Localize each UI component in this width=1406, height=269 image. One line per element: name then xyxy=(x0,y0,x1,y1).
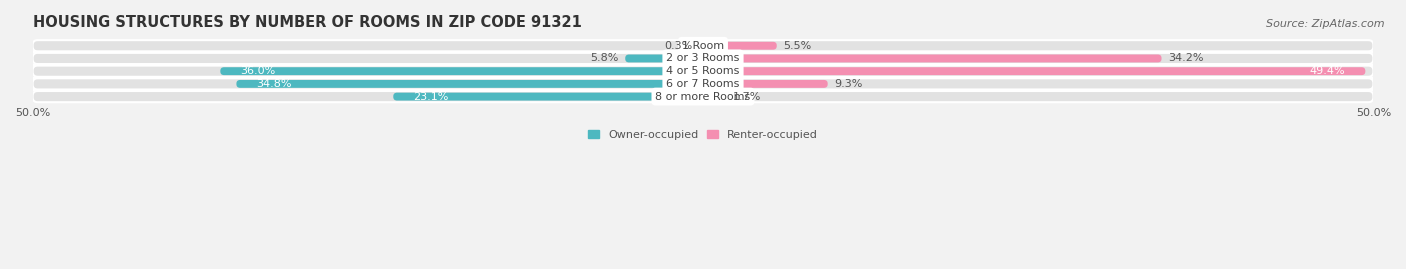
Text: Source: ZipAtlas.com: Source: ZipAtlas.com xyxy=(1267,19,1385,29)
FancyBboxPatch shape xyxy=(32,66,1374,77)
FancyBboxPatch shape xyxy=(703,42,776,50)
Text: 23.1%: 23.1% xyxy=(413,92,449,102)
FancyBboxPatch shape xyxy=(394,93,703,101)
FancyBboxPatch shape xyxy=(32,78,1374,90)
Text: 8 or more Rooms: 8 or more Rooms xyxy=(655,92,751,102)
Text: 5.5%: 5.5% xyxy=(783,41,811,51)
Text: 9.3%: 9.3% xyxy=(834,79,863,89)
Text: 0.3%: 0.3% xyxy=(664,41,692,51)
Text: 2 or 3 Rooms: 2 or 3 Rooms xyxy=(666,54,740,63)
Text: 5.8%: 5.8% xyxy=(591,54,619,63)
Text: 34.2%: 34.2% xyxy=(1168,54,1204,63)
Text: 1 Room: 1 Room xyxy=(682,41,724,51)
FancyBboxPatch shape xyxy=(626,55,703,62)
FancyBboxPatch shape xyxy=(703,93,725,101)
FancyBboxPatch shape xyxy=(699,42,703,50)
Legend: Owner-occupied, Renter-occupied: Owner-occupied, Renter-occupied xyxy=(588,130,818,140)
FancyBboxPatch shape xyxy=(236,80,703,88)
FancyBboxPatch shape xyxy=(32,53,1374,64)
Text: HOUSING STRUCTURES BY NUMBER OF ROOMS IN ZIP CODE 91321: HOUSING STRUCTURES BY NUMBER OF ROOMS IN… xyxy=(32,15,582,30)
Text: 34.8%: 34.8% xyxy=(256,79,292,89)
Text: 1.7%: 1.7% xyxy=(733,92,761,102)
FancyBboxPatch shape xyxy=(32,40,1374,51)
FancyBboxPatch shape xyxy=(703,80,828,88)
FancyBboxPatch shape xyxy=(32,91,1374,102)
FancyBboxPatch shape xyxy=(221,67,703,75)
Text: 6 or 7 Rooms: 6 or 7 Rooms xyxy=(666,79,740,89)
FancyBboxPatch shape xyxy=(703,67,1365,75)
Text: 49.4%: 49.4% xyxy=(1309,66,1346,76)
FancyBboxPatch shape xyxy=(703,55,1161,62)
Text: 36.0%: 36.0% xyxy=(240,66,276,76)
Text: 4 or 5 Rooms: 4 or 5 Rooms xyxy=(666,66,740,76)
